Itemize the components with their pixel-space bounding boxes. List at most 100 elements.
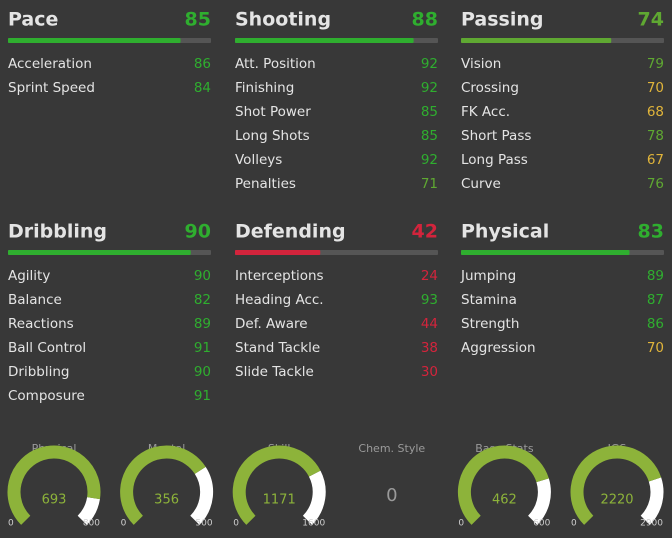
gauge-max: 800 <box>83 519 100 529</box>
gauge-min: 0 <box>571 519 577 529</box>
stat-value: 86 <box>194 56 211 72</box>
stat-value: 70 <box>647 80 664 96</box>
stat-name: Def. Aware <box>235 316 308 332</box>
stat-value: 24 <box>421 268 438 284</box>
stat-value: 76 <box>647 176 664 192</box>
stat-name: Slide Tackle <box>235 364 314 380</box>
bar-fill <box>8 38 181 43</box>
stat-name: Ball Control <box>8 340 86 356</box>
gauge-value: 2220 <box>600 493 633 508</box>
stat-name: Volleys <box>235 152 282 168</box>
stat-name: Heading Acc. <box>235 292 324 308</box>
gauge-value: 0 <box>386 485 397 506</box>
gauge-min: 0 <box>233 519 239 529</box>
stat-value: 85 <box>421 128 438 144</box>
gauge-value: 693 <box>42 493 67 508</box>
bar-fill <box>235 38 414 43</box>
stat-name: Stamina <box>461 292 517 308</box>
group-value: 74 <box>638 9 664 31</box>
stat-name: Short Pass <box>461 128 531 144</box>
gauge-track <box>527 478 551 525</box>
stat-value: 44 <box>421 316 438 332</box>
stat-name: Sprint Speed <box>8 80 95 96</box>
stat-name: Composure <box>8 388 85 404</box>
stat-name: Penalties <box>235 176 296 192</box>
stat-value: 92 <box>421 152 438 168</box>
stat-value: 30 <box>421 364 438 380</box>
stat-value: 91 <box>194 340 211 356</box>
gauge-track <box>640 477 664 525</box>
stat-value: 84 <box>194 80 211 96</box>
stat-name: FK Acc. <box>461 104 510 120</box>
stat-name: Acceleration <box>8 56 92 72</box>
bar-fill <box>461 38 612 43</box>
stat-value: 70 <box>647 340 664 356</box>
gauge-track <box>77 496 100 525</box>
stat-name: Balance <box>8 292 62 308</box>
stat-value: 38 <box>421 340 438 356</box>
gauge-fill <box>570 445 662 525</box>
stat-value: 86 <box>647 316 664 332</box>
stat-name: Strength <box>461 316 519 332</box>
gauge-fill <box>7 445 101 525</box>
bar-fill <box>235 250 321 255</box>
stat-value: 79 <box>647 56 664 72</box>
stat-value: 87 <box>647 292 664 308</box>
stat-name: Interceptions <box>235 268 324 284</box>
stat-value: 78 <box>647 128 664 144</box>
gauge-max: 500 <box>195 519 212 529</box>
gauge-min: 0 <box>458 519 464 529</box>
stat-value: 71 <box>421 176 438 192</box>
group-name: Physical <box>461 221 549 243</box>
stat-value: 89 <box>647 268 664 284</box>
gauge-fill <box>232 445 321 525</box>
bar-fill <box>461 250 630 255</box>
stat-name: Long Shots <box>235 128 310 144</box>
stat-name: Jumping <box>460 268 516 284</box>
stat-value: 90 <box>194 364 211 380</box>
stat-name: Stand Tackle <box>235 340 320 356</box>
stat-name: Shot Power <box>235 104 311 120</box>
stat-name: Dribbling <box>8 364 69 380</box>
gauge-max: 1600 <box>302 519 325 529</box>
gauge-max: 2900 <box>640 519 663 529</box>
stat-name: Aggression <box>461 340 536 356</box>
group-name: Defending <box>235 221 346 243</box>
stat-name: Crossing <box>461 80 519 96</box>
group-value: 90 <box>185 221 211 243</box>
stat-name: Reactions <box>8 316 74 332</box>
gauge-value: 356 <box>154 493 179 508</box>
stat-name: Agility <box>8 268 50 284</box>
gauge-track <box>302 470 326 525</box>
stat-name: Long Pass <box>461 152 528 168</box>
group-name: Dribbling <box>8 221 107 243</box>
group-value: 83 <box>638 221 664 243</box>
group-value: 85 <box>185 9 211 31</box>
stat-value: 90 <box>194 268 211 284</box>
group-name: Pace <box>8 9 58 31</box>
stat-value: 92 <box>421 56 438 72</box>
gauge-max: 600 <box>533 519 550 529</box>
gauge-track <box>190 466 214 525</box>
gauge-value: 1171 <box>263 493 296 508</box>
stat-name: Vision <box>461 56 501 72</box>
bar-fill <box>8 250 191 255</box>
stat-name: Finishing <box>235 80 294 96</box>
group-value: 88 <box>412 9 438 31</box>
stat-value: 85 <box>421 104 438 120</box>
gauge-min: 0 <box>8 519 14 529</box>
gauge-min: 0 <box>121 519 127 529</box>
stat-value: 82 <box>194 292 211 308</box>
group-name: Passing <box>461 9 544 31</box>
gauge-name: Chem. Style <box>358 442 425 455</box>
gauge-fill <box>457 445 549 525</box>
stat-value: 89 <box>194 316 211 332</box>
group-name: Shooting <box>235 9 331 31</box>
group-value: 42 <box>412 221 438 243</box>
stat-value: 92 <box>421 80 438 96</box>
gauge-value: 462 <box>492 493 517 508</box>
stat-value: 67 <box>647 152 664 168</box>
gauge-fill <box>120 445 206 525</box>
stat-value: 68 <box>647 104 664 120</box>
